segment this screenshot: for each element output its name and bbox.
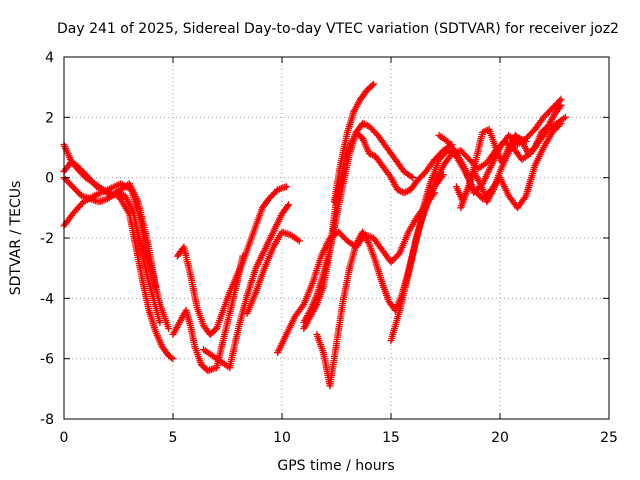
- series-track-i: [274, 189, 439, 357]
- data-point: [409, 174, 417, 182]
- x-tick-label: 20: [491, 430, 509, 446]
- data-point: [473, 186, 481, 194]
- data-point: [479, 128, 487, 136]
- data-point: [168, 354, 175, 362]
- series-track-r: [457, 134, 530, 212]
- data-point: [368, 81, 376, 89]
- series-track-d: [60, 141, 160, 290]
- data-point: [403, 187, 411, 195]
- data-point: [519, 136, 527, 144]
- series-track-h: [243, 228, 303, 317]
- x-tick-label: 15: [382, 430, 400, 446]
- data-point: [557, 119, 565, 127]
- data-point: [395, 187, 403, 194]
- data-marks: [60, 80, 569, 390]
- data-point: [169, 355, 177, 363]
- data-point: [400, 189, 408, 197]
- data-point: [165, 325, 173, 332]
- plot-frame: [63, 56, 610, 420]
- series-track-e: [169, 252, 247, 375]
- y-tick-label: 2: [45, 110, 54, 126]
- data-point: [282, 183, 290, 191]
- data-point: [556, 97, 564, 105]
- data-point: [365, 150, 373, 157]
- data-point: [156, 319, 164, 326]
- x-axis-label: GPS time / hours: [277, 458, 394, 474]
- y-tick-label: -2: [40, 231, 54, 247]
- x-tick-label: 5: [169, 430, 178, 446]
- data-point: [295, 237, 303, 245]
- data-point: [557, 101, 565, 109]
- y-tick-label: -4: [40, 291, 54, 307]
- y-tick-label: -8: [40, 412, 54, 428]
- x-tick-label: 25: [600, 430, 618, 446]
- data-point: [284, 202, 291, 210]
- chart-title: Day 241 of 2025, Sidereal Day-to-day VTE…: [57, 21, 619, 37]
- series-track-f: [173, 183, 290, 338]
- data-point: [561, 113, 569, 121]
- y-tick-label: -6: [40, 352, 54, 368]
- series-track-g: [200, 201, 292, 372]
- data-point: [522, 138, 530, 145]
- series-track-l: [330, 80, 378, 206]
- y-tick-label: 0: [45, 171, 54, 187]
- series-track-p: [435, 95, 565, 197]
- y-tick-label: 4: [45, 50, 54, 66]
- data-point: [360, 120, 368, 128]
- data-point: [557, 95, 565, 103]
- data-point: [556, 103, 564, 111]
- data-point: [556, 121, 564, 129]
- data-point: [359, 119, 367, 127]
- data-point: [152, 282, 160, 290]
- tick-labels: 0 5 10 15 20 25 -8 -6 -4 -2 0 2 4: [40, 50, 618, 446]
- series-track-m: [300, 119, 417, 326]
- data-point: [369, 151, 376, 159]
- x-tick-label: 0: [60, 430, 69, 446]
- data-point: [370, 80, 378, 88]
- y-axis-label: SDTVAR / TECUs: [8, 181, 24, 296]
- data-point: [397, 187, 405, 195]
- x-tick-label: 10: [273, 430, 291, 446]
- data-point: [517, 135, 525, 143]
- data-point: [285, 201, 292, 209]
- series-track-j: [300, 128, 456, 332]
